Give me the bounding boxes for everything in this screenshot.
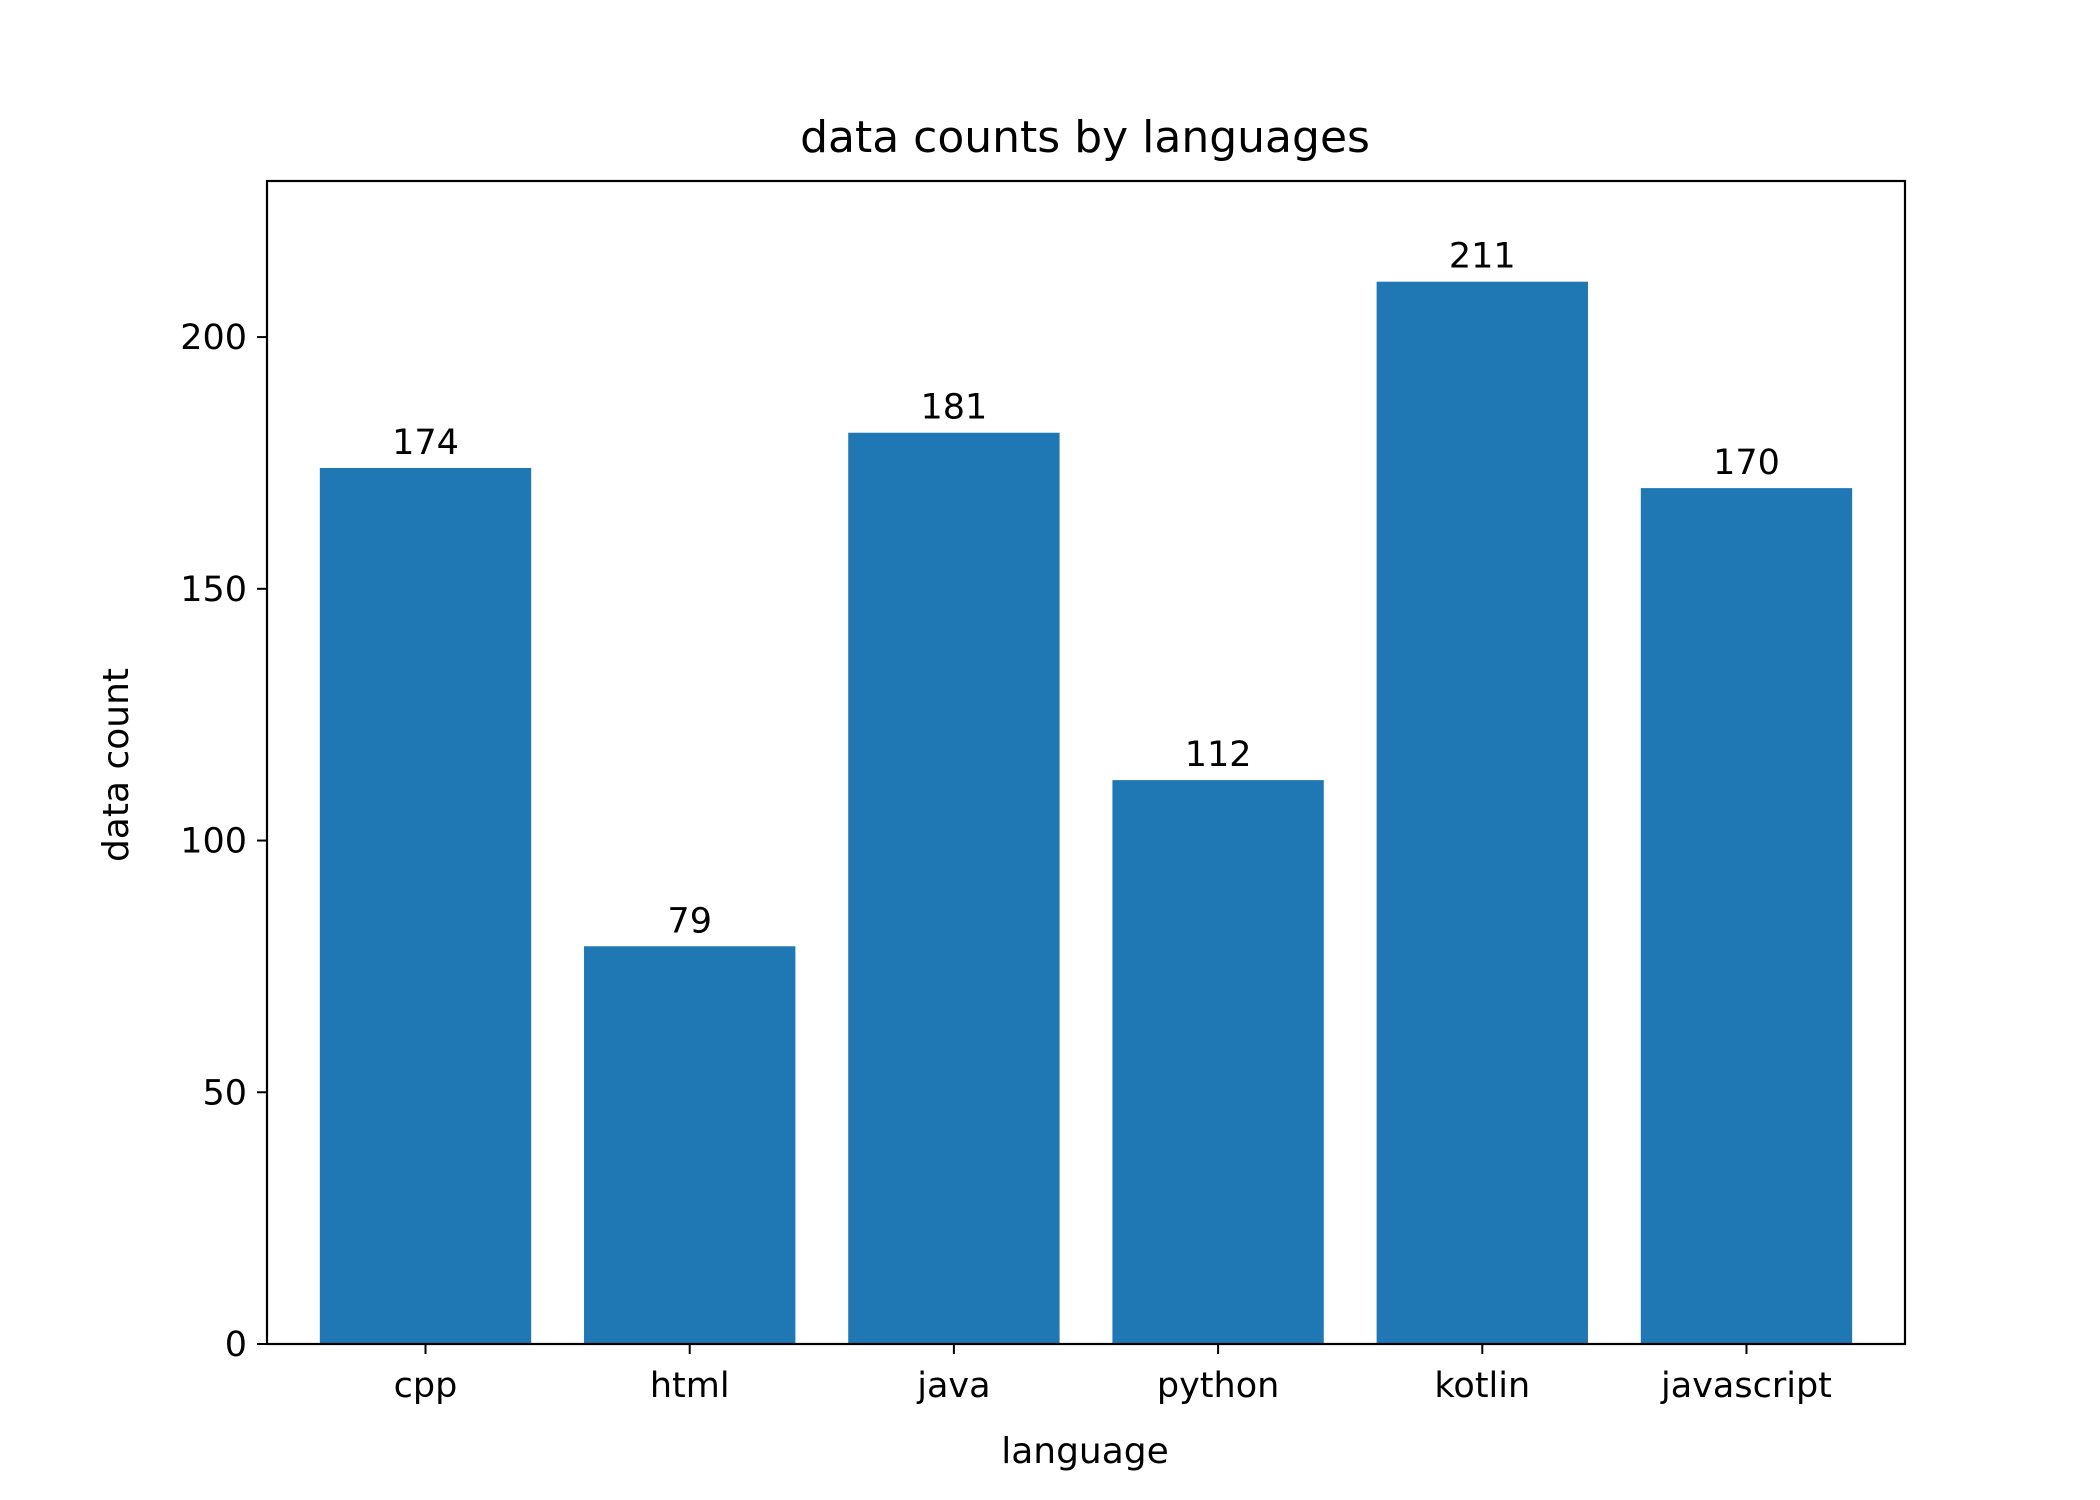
x-tick-label: cpp [394, 1366, 458, 1406]
x-tick-label: html [650, 1366, 730, 1406]
x-axis-label: language [1001, 1431, 1169, 1472]
y-tick-label: 150 [180, 570, 247, 610]
y-tick-label: 100 [180, 822, 247, 862]
chart-title: data counts by languages [800, 112, 1370, 163]
x-tick-label: java [916, 1366, 990, 1406]
bar-java [848, 432, 1060, 1345]
bar-value-label: 211 [1449, 237, 1516, 277]
bar-kotlin [1376, 281, 1588, 1344]
y-tick-label: 200 [180, 318, 247, 358]
bar-value-label: 181 [920, 388, 987, 428]
x-tick-label: kotlin [1434, 1366, 1530, 1406]
bar-value-label: 174 [392, 423, 459, 463]
y-axis-label: data count [96, 668, 137, 862]
plot-area: 174 79 181 112 211 170 cpp html java python kotlin… [180, 179, 1907, 1406]
x-tick-label: javascript [1660, 1366, 1832, 1406]
bar-value-label: 79 [667, 901, 712, 941]
y-tick-label: 0 [225, 1325, 247, 1365]
bar-html [584, 946, 796, 1344]
bar-javascript [1640, 488, 1853, 1344]
bar-python [1112, 780, 1324, 1344]
x-tick-label: python [1157, 1366, 1279, 1406]
y-tick-label: 50 [202, 1073, 247, 1113]
bar-value-label: 112 [1185, 735, 1252, 775]
axes-frame [265, 179, 1907, 1346]
bar-value-label: 170 [1713, 443, 1780, 483]
bar-cpp [319, 467, 532, 1345]
